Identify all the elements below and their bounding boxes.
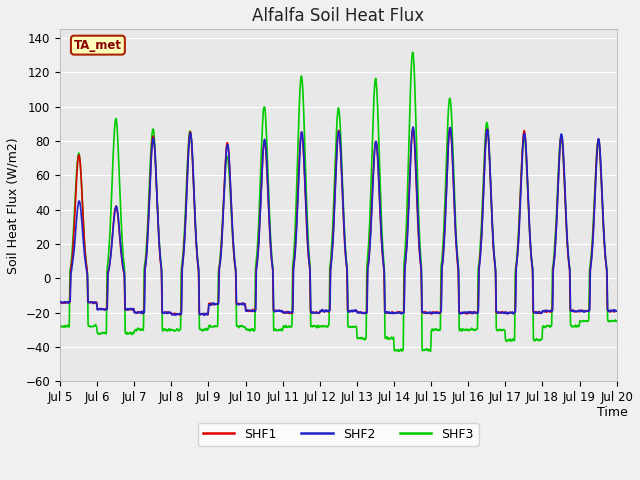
Line: SHF2: SHF2 (60, 127, 616, 315)
SHF2 (612, 308, 620, 314)
SHF3 (433, 326, 440, 332)
SHF1 (463, 310, 471, 315)
Legend: SHF1, SHF2, SHF3: SHF1, SHF2, SHF3 (198, 422, 479, 445)
SHF3 (495, 328, 502, 334)
SHF1 (177, 312, 184, 318)
SHF2 (612, 308, 620, 314)
Line: SHF3: SHF3 (60, 52, 616, 351)
SHF3 (612, 319, 620, 324)
SHF1 (612, 308, 620, 314)
SHF2 (156, 251, 164, 257)
SHF1 (495, 310, 502, 316)
SHF2 (463, 310, 471, 315)
Y-axis label: Soil Heat Flux (W/m2): Soil Heat Flux (W/m2) (7, 137, 20, 274)
SHF1 (433, 310, 440, 315)
SHF1 (446, 125, 454, 131)
SHF1 (612, 308, 620, 314)
SHF2 (433, 310, 440, 316)
SHF1 (317, 308, 325, 313)
SHF3 (409, 49, 417, 55)
SHF3 (56, 323, 64, 328)
Text: TA_met: TA_met (74, 39, 122, 52)
Line: SHF1: SHF1 (60, 128, 616, 315)
SHF3 (317, 324, 325, 329)
SHF3 (463, 327, 471, 333)
SHF3 (612, 318, 620, 324)
SHF1 (56, 299, 64, 305)
SHF2 (410, 124, 417, 130)
SHF2 (317, 308, 325, 314)
SHF3 (426, 348, 434, 354)
SHF2 (56, 300, 64, 305)
Title: Alfalfa Soil Heat Flux: Alfalfa Soil Heat Flux (252, 7, 424, 25)
SHF1 (156, 254, 164, 260)
SHF3 (156, 250, 164, 255)
SHF2 (495, 310, 502, 316)
SHF2 (200, 312, 208, 318)
X-axis label: Time: Time (597, 406, 628, 419)
